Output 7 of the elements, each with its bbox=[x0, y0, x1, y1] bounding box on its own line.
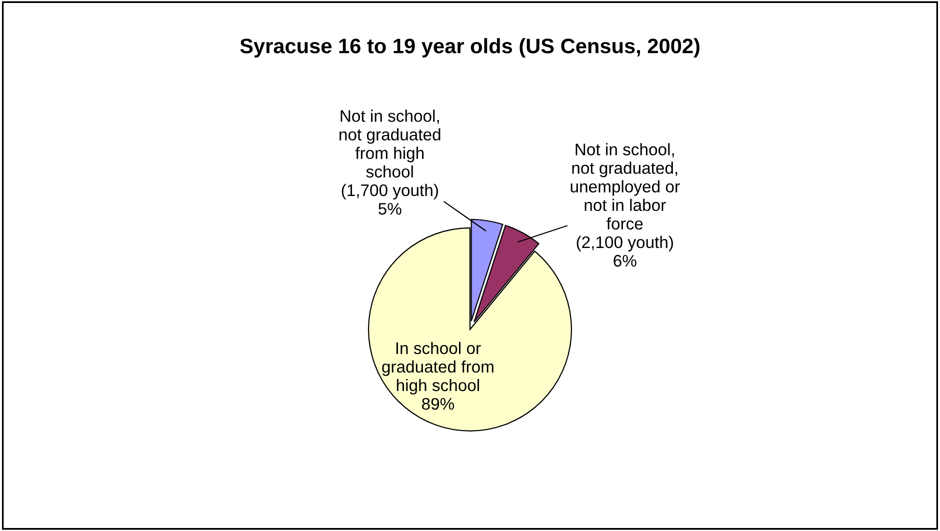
slice-label: Not in school, not graduated, unemployed or not in labor force (2,100 youth) bbox=[570, 143, 680, 252]
data-label: 89% bbox=[422, 398, 454, 410]
data-label: 6% bbox=[614, 254, 636, 267]
slice-label: Not in school, not graduated from high school (1,700 youth) bbox=[340, 110, 440, 200]
data-label: 5% bbox=[378, 202, 402, 215]
slice-label: In school or graduated from high school bbox=[382, 342, 494, 395]
chart-title: Syracuse 16 to 19 year olds (US Census, 2002) bbox=[240, 38, 700, 58]
